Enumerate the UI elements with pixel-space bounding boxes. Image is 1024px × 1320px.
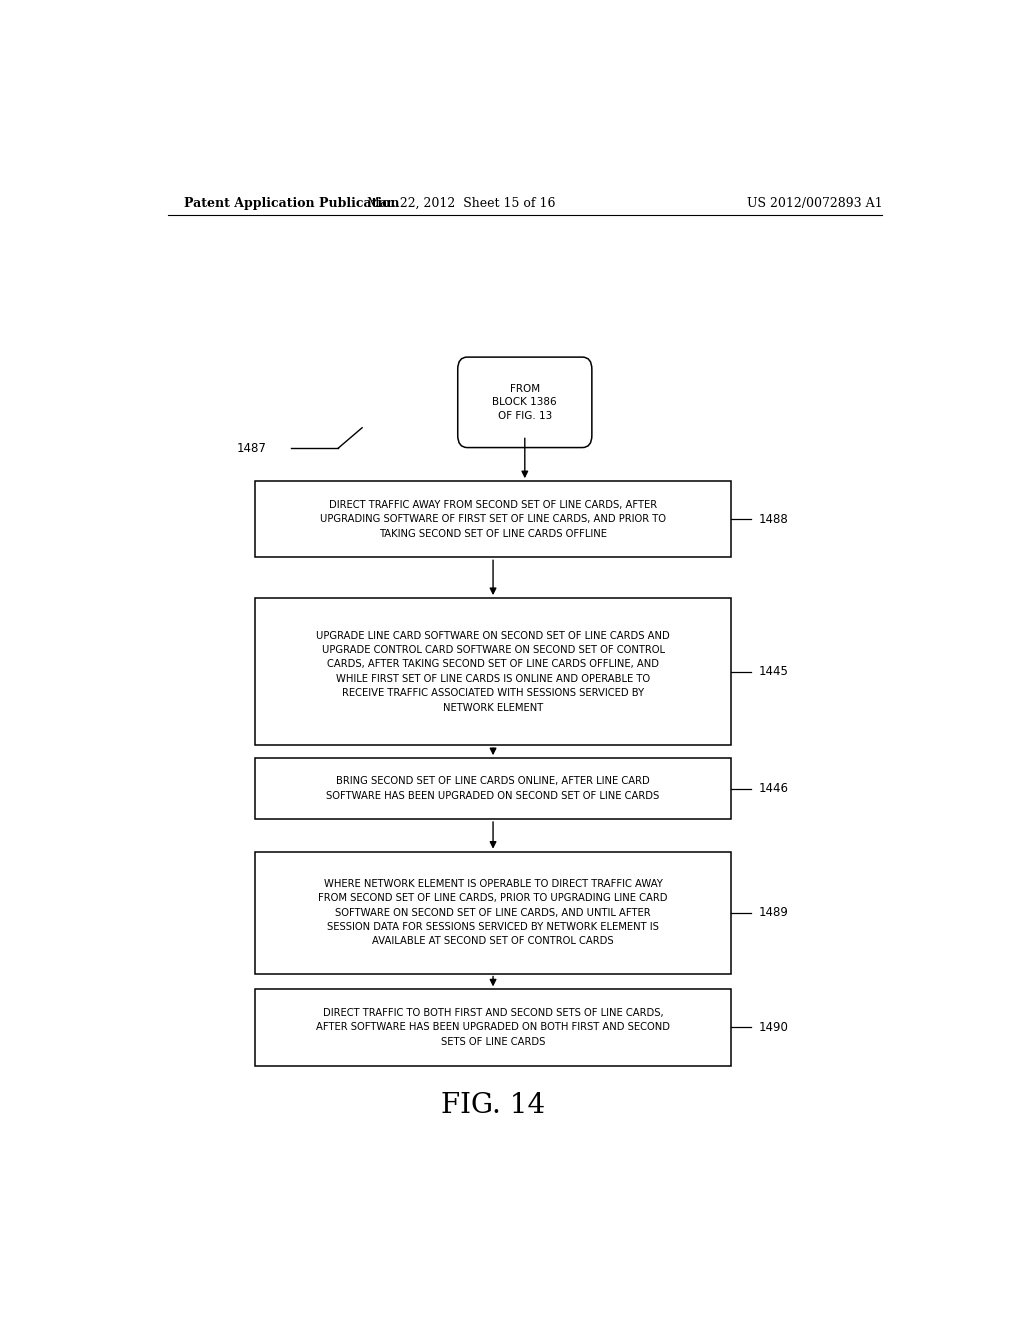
Text: US 2012/0072893 A1: US 2012/0072893 A1 <box>748 197 883 210</box>
Text: WHERE NETWORK ELEMENT IS OPERABLE TO DIRECT TRAFFIC AWAY
FROM SECOND SET OF LINE: WHERE NETWORK ELEMENT IS OPERABLE TO DIR… <box>318 879 668 946</box>
Bar <box>255 480 731 557</box>
Text: FROM
BLOCK 1386
OF FIG. 13: FROM BLOCK 1386 OF FIG. 13 <box>493 384 557 421</box>
Text: 1446: 1446 <box>759 781 788 795</box>
Bar <box>255 989 731 1065</box>
Text: UPGRADE LINE CARD SOFTWARE ON SECOND SET OF LINE CARDS AND
UPGRADE CONTROL CARD : UPGRADE LINE CARD SOFTWARE ON SECOND SET… <box>316 631 670 713</box>
Text: 1490: 1490 <box>759 1020 788 1034</box>
Bar <box>255 851 731 974</box>
Bar <box>255 758 731 818</box>
Text: 1487: 1487 <box>237 442 267 454</box>
Text: FIG. 14: FIG. 14 <box>441 1092 545 1119</box>
Text: 1445: 1445 <box>759 665 788 678</box>
Text: 1489: 1489 <box>759 906 788 919</box>
Text: Patent Application Publication: Patent Application Publication <box>183 197 399 210</box>
Text: DIRECT TRAFFIC AWAY FROM SECOND SET OF LINE CARDS, AFTER
UPGRADING SOFTWARE OF F: DIRECT TRAFFIC AWAY FROM SECOND SET OF L… <box>321 500 666 539</box>
Text: BRING SECOND SET OF LINE CARDS ONLINE, AFTER LINE CARD
SOFTWARE HAS BEEN UPGRADE: BRING SECOND SET OF LINE CARDS ONLINE, A… <box>327 776 659 801</box>
Text: Mar. 22, 2012  Sheet 15 of 16: Mar. 22, 2012 Sheet 15 of 16 <box>367 197 556 210</box>
Bar <box>255 598 731 746</box>
FancyBboxPatch shape <box>458 358 592 447</box>
Text: 1488: 1488 <box>759 512 788 525</box>
Text: DIRECT TRAFFIC TO BOTH FIRST AND SECOND SETS OF LINE CARDS,
AFTER SOFTWARE HAS B: DIRECT TRAFFIC TO BOTH FIRST AND SECOND … <box>316 1008 670 1047</box>
